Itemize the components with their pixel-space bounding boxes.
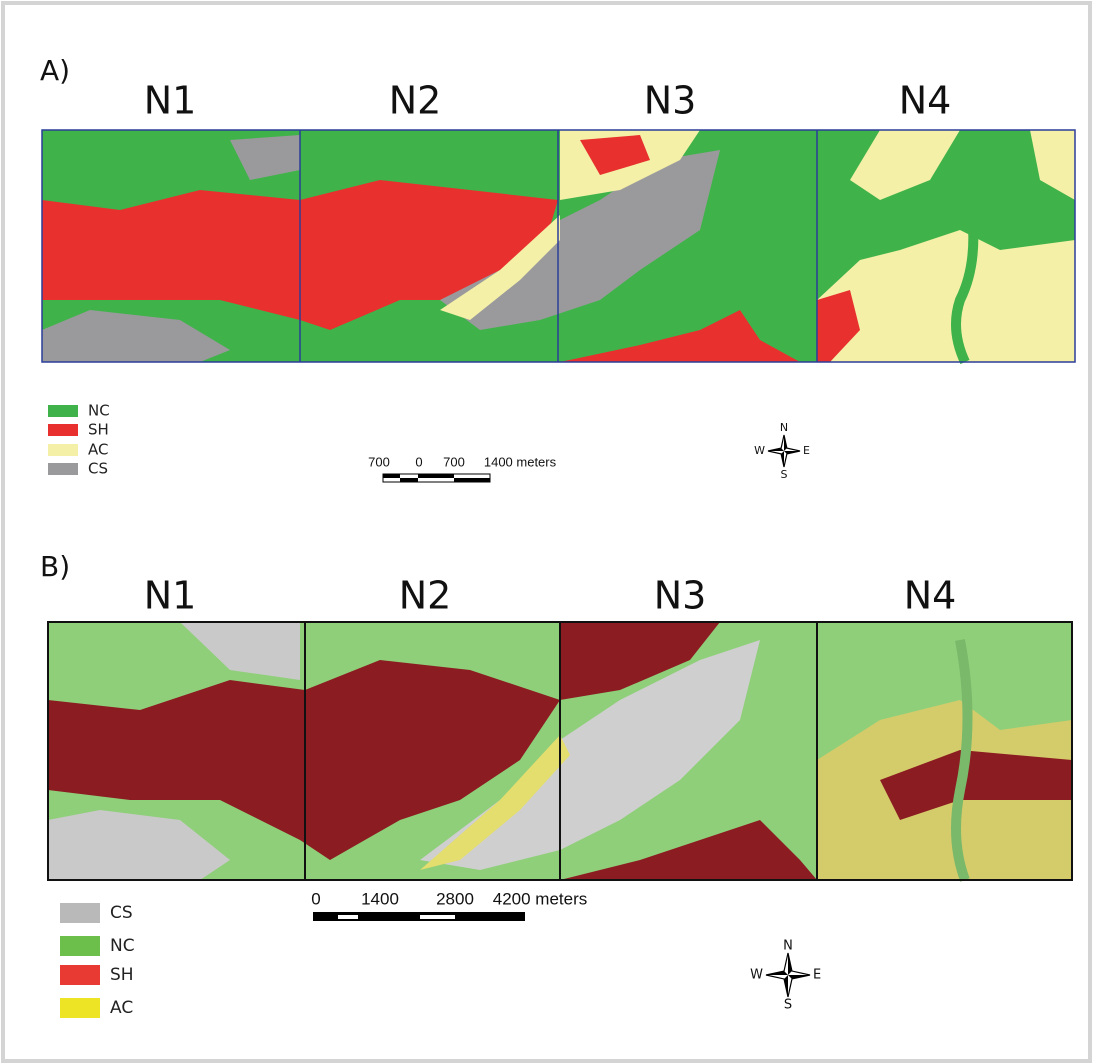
scale-label: 2800 [436,889,474,908]
zone-title: N3 [654,574,707,618]
zone-title: N4 [904,574,957,618]
compass-label: E [813,968,821,983]
scale-label: 0 [311,889,320,908]
compass-label: S [781,468,788,481]
compass-label: E [803,444,810,457]
panel-label: B) [40,550,70,583]
scale-bar-a [382,473,491,483]
zone-title: N2 [389,79,442,123]
zone-title: N1 [144,574,197,618]
scale-label: 700 [368,454,390,469]
zone-title: N4 [899,79,952,123]
legend-label: CS [88,460,108,478]
legend-swatch [60,965,100,985]
compass-label: W [754,444,765,457]
legend-label: SH [110,965,134,985]
legend-swatch [48,405,78,417]
scale-label: 700 [443,454,465,469]
scale-bar-b [313,912,525,921]
legend-label: AC [88,441,108,459]
legend-label: NC [88,402,110,420]
zone-title: N3 [644,79,697,123]
scale-label: 4200 meters [493,889,588,908]
legend-swatch [48,424,78,436]
scale-label: 1400 meters [484,454,557,469]
zone-title: N1 [144,79,197,123]
map-a [41,129,1076,365]
legend-swatch [60,936,100,956]
compass-label: N [780,421,788,434]
legend-swatch [60,903,100,923]
zone-title: N2 [399,574,452,618]
legend-label: SH [88,421,109,439]
compass-label: W [750,968,763,983]
compass-label: S [784,998,792,1013]
map-b [47,621,1073,882]
compass-rose-shade [768,435,800,467]
scale-label: 1400 [361,889,399,908]
panel-label: A) [40,54,70,87]
scale-label: 0 [415,454,422,469]
legend-label: AC [110,998,133,1018]
legend-swatch [48,463,78,475]
compass-rose-shade [766,953,810,997]
legend-label: CS [110,903,133,923]
compass-label: N [783,939,793,954]
legend-swatch [48,444,78,456]
legend-swatch [60,998,100,1018]
legend-label: NC [110,936,135,956]
